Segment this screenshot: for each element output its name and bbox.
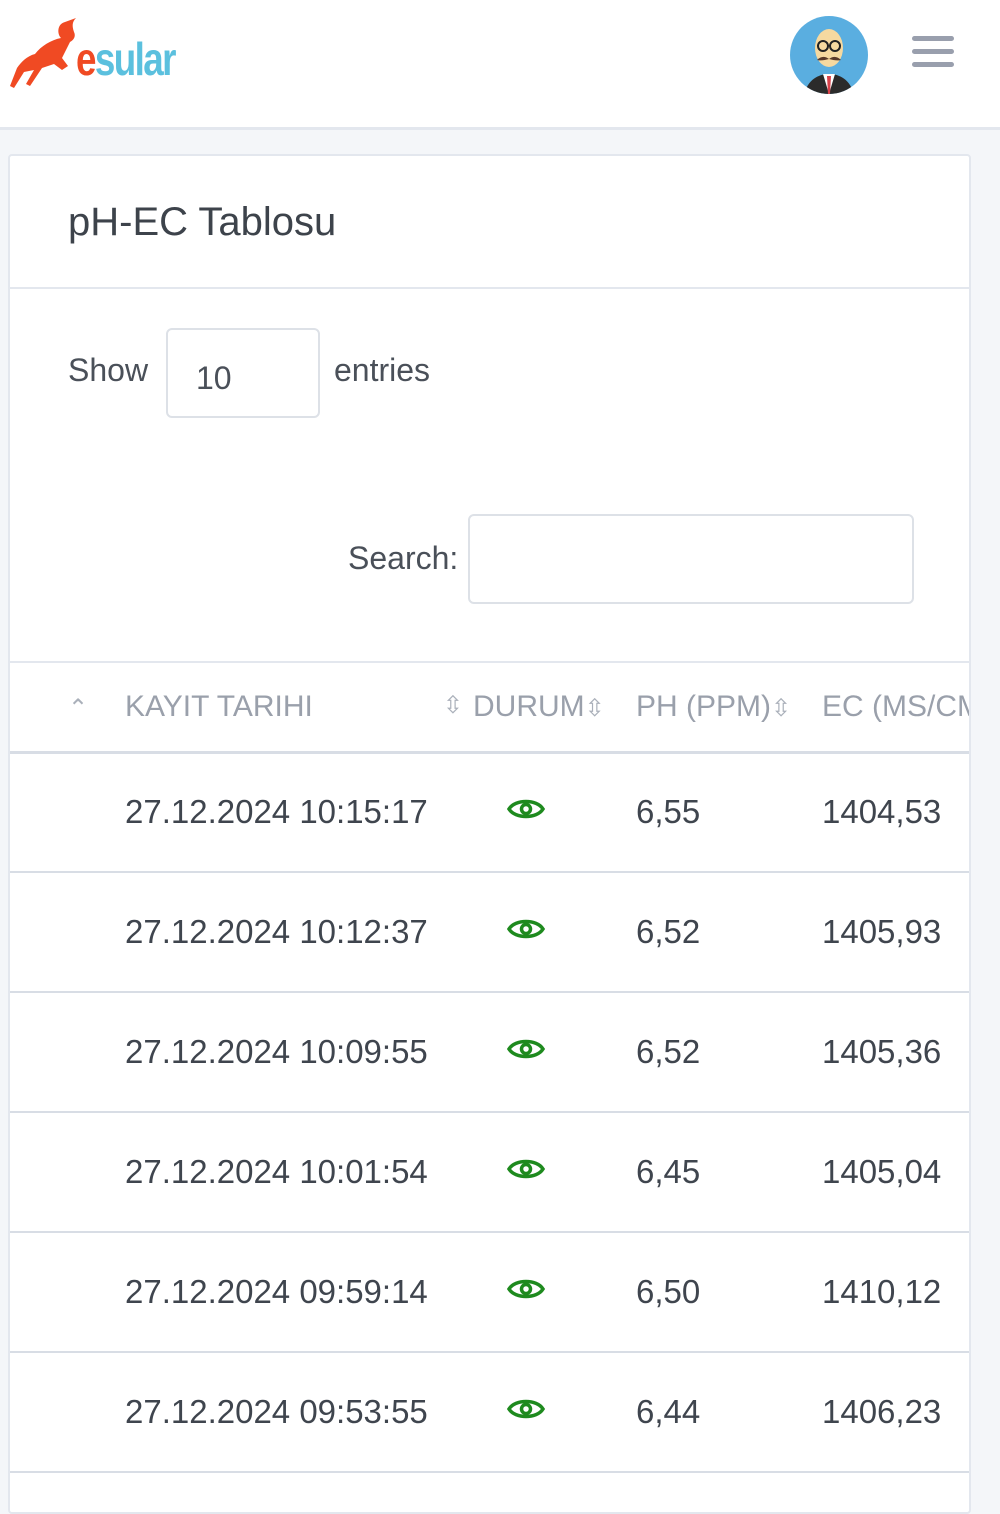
cell-ec: 1410,12 — [822, 1232, 969, 1353]
chevron-up-icon: ⌃ — [68, 694, 89, 722]
sort-icon: ⇳ — [442, 692, 463, 719]
cell-ph: 6,52 — [636, 992, 822, 1113]
cell-date: 27.12.2024 10:09:55 — [125, 992, 473, 1113]
entries-label: entries — [334, 352, 431, 388]
entries-select[interactable]: 10 — [166, 328, 320, 418]
eye-icon[interactable] — [506, 1033, 546, 1071]
column-header-ph[interactable]: PH (PPM)⇳ — [636, 661, 822, 754]
row-spacer — [10, 1232, 125, 1353]
search-label: Search: — [348, 540, 459, 576]
column-header-date[interactable]: KAYIT TARIHI ⇳ — [125, 661, 473, 754]
cell-ph: 6,52 — [636, 872, 822, 993]
table-row[interactable]: 27.12.2024 09:53:55 6,44 1406,23 — [10, 1352, 969, 1473]
user-avatar-icon — [804, 29, 854, 94]
cell-ph: 6,45 — [636, 1112, 822, 1233]
cell-ph: 6,50 — [636, 1232, 822, 1353]
avatar[interactable] — [790, 16, 868, 94]
ph-ec-table: ⌃ KAYIT TARIHI ⇳ DURUM⇳ PH (PPM)⇳ EC (MS/… — [10, 661, 969, 1473]
table-row[interactable]: 27.12.2024 10:15:17 6,55 1404,53 — [10, 752, 969, 873]
cell-date: 27.12.2024 09:59:14 — [125, 1232, 473, 1353]
goat-logo-icon — [10, 18, 76, 88]
row-spacer — [10, 1112, 125, 1233]
ph-ec-card: pH-EC Tablosu Show 10 entries Search: ⌃ … — [8, 154, 971, 1514]
sort-toggle[interactable]: ⌃ — [10, 661, 125, 754]
sort-icon: ⇳ — [584, 694, 605, 722]
column-header-status[interactable]: DURUM⇳ — [473, 661, 636, 754]
table-row[interactable]: 27.12.2024 10:09:55 6,52 1405,36 — [10, 992, 969, 1113]
cell-date: 27.12.2024 10:01:54 — [125, 1112, 473, 1233]
eye-icon[interactable] — [506, 1273, 546, 1311]
cell-status[interactable] — [473, 872, 636, 993]
cell-status[interactable] — [473, 1352, 636, 1473]
sort-icon: ⇳ — [771, 694, 792, 722]
cell-ec: 1405,36 — [822, 992, 969, 1113]
row-spacer — [10, 1352, 125, 1473]
table-row[interactable]: 27.12.2024 10:12:37 6,52 1405,93 — [10, 872, 969, 993]
cell-ph: 6,44 — [636, 1352, 822, 1473]
logo[interactable]: esular — [10, 18, 215, 90]
cell-date: 27.12.2024 09:53:55 — [125, 1352, 473, 1473]
logo-text: esular — [76, 33, 176, 85]
row-spacer — [10, 872, 125, 993]
hamburger-menu-button[interactable] — [912, 36, 954, 70]
eye-icon[interactable] — [506, 793, 546, 831]
table-row[interactable]: 27.12.2024 09:59:14 6,50 1410,12 — [10, 1232, 969, 1353]
cell-status[interactable] — [473, 1112, 636, 1233]
cell-ec: 1405,93 — [822, 872, 969, 993]
column-header-ec[interactable]: EC (MS/CM — [822, 661, 969, 754]
row-spacer — [10, 752, 125, 873]
cell-date: 27.12.2024 10:15:17 — [125, 752, 473, 873]
cell-status[interactable] — [473, 752, 636, 873]
page-title: pH-EC Tablosu — [10, 156, 969, 289]
show-label: Show — [68, 352, 149, 388]
table-row[interactable]: 27.12.2024 10:01:54 6,45 1405,04 — [10, 1112, 969, 1233]
eye-icon[interactable] — [506, 913, 546, 951]
row-spacer — [10, 992, 125, 1113]
eye-icon[interactable] — [506, 1393, 546, 1431]
search-input[interactable] — [468, 514, 914, 604]
cell-ec: 1405,04 — [822, 1112, 969, 1233]
eye-icon[interactable] — [506, 1153, 546, 1191]
cell-date: 27.12.2024 10:12:37 — [125, 872, 473, 993]
cell-ph: 6,55 — [636, 752, 822, 873]
cell-ec: 1404,53 — [822, 752, 969, 873]
cell-ec: 1406,23 — [822, 1352, 969, 1473]
top-navbar: esular — [0, 0, 1000, 130]
cell-status[interactable] — [473, 1232, 636, 1353]
cell-status[interactable] — [473, 992, 636, 1113]
